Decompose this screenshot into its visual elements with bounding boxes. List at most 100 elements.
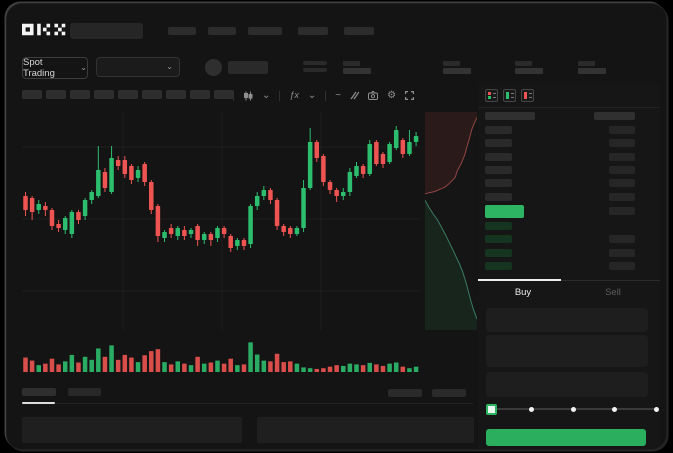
- nav-item-skeleton[interactable]: [248, 27, 282, 35]
- chevron-down-icon[interactable]: ⌄: [262, 89, 271, 101]
- bid-price-skeleton[interactable]: [485, 262, 512, 271]
- ask-price-skeleton[interactable]: [485, 192, 512, 201]
- book-header-amount-skeleton: [594, 112, 635, 120]
- price-line-skeleton: [303, 68, 327, 72]
- tab-buy[interactable]: Buy: [514, 287, 532, 298]
- ask-price-skeleton[interactable]: [485, 165, 512, 174]
- timeframe-skeleton[interactable]: [214, 90, 234, 99]
- camera-snapshot-icon[interactable]: [368, 91, 379, 100]
- book-amount-skeleton: [609, 207, 635, 215]
- stat-value-skeleton: [515, 68, 543, 74]
- bid-price-skeleton[interactable]: [485, 222, 512, 230]
- volume-bars: [23, 342, 419, 372]
- book-header-price-skeleton: [485, 112, 535, 120]
- bottom-tab-history[interactable]: [68, 388, 101, 396]
- bottom-tabs-divider: [22, 403, 473, 404]
- bottom-tab-orders[interactable]: [22, 388, 56, 396]
- ask-amount-skeleton: [609, 192, 635, 201]
- timeframe-skeleton[interactable]: [190, 90, 210, 99]
- amount-slider[interactable]: [485, 403, 659, 415]
- market-type-selector[interactable]: Spot Trading ⌄: [22, 57, 88, 79]
- chevron-down-icon[interactable]: ⌄: [307, 89, 317, 101]
- timeframe-skeleton[interactable]: [46, 90, 66, 99]
- ask-amount-skeleton: [609, 165, 635, 174]
- total-input-skeleton[interactable]: [486, 372, 648, 397]
- stat-label-skeleton: [515, 61, 532, 66]
- timeframe-skeleton[interactable]: [94, 90, 114, 99]
- timeframe-skeleton[interactable]: [70, 90, 90, 99]
- depth-profile: [425, 112, 477, 330]
- pair-name-skeleton: [228, 61, 268, 74]
- divider: [233, 90, 234, 101]
- slider-stop-dot[interactable]: [529, 406, 534, 412]
- slider-handle[interactable]: [485, 404, 497, 415]
- stat-value-skeleton: [343, 68, 371, 74]
- active-tab-underline: [22, 402, 55, 404]
- side-tabs-divider: [478, 280, 660, 281]
- ask-amount-skeleton: [609, 139, 635, 148]
- search-input[interactable]: [70, 23, 143, 39]
- nav-item-skeleton[interactable]: [298, 27, 328, 35]
- timeframe-skeleton[interactable]: [118, 90, 138, 99]
- stat-value-skeleton: [443, 68, 471, 74]
- bottom-filter-skeleton[interactable]: [388, 389, 422, 397]
- book-combined-view-icon[interactable]: [485, 89, 498, 102]
- timeframe-skeleton[interactable]: [142, 90, 162, 99]
- orders-panel-skeleton: [257, 417, 474, 443]
- fullscreen-icon[interactable]: [405, 91, 415, 100]
- line-tool-icon[interactable]: ~: [335, 89, 342, 101]
- active-side-underline: [478, 279, 561, 281]
- candlestick-chart[interactable]: [22, 112, 420, 330]
- device-frame: Spot Trading ⌄ ⌄ ⌄ ƒx ⌄ ~: [6, 3, 667, 450]
- ask-amount-skeleton: [609, 152, 635, 161]
- chevron-down-icon: ⌄: [166, 62, 173, 71]
- price-input-skeleton[interactable]: [486, 308, 648, 332]
- ask-price-skeleton[interactable]: [485, 139, 512, 148]
- order-book-view-toggles: [485, 89, 534, 102]
- stat-label-skeleton: [443, 61, 460, 66]
- book-sell-view-icon[interactable]: [521, 89, 534, 102]
- orders-panel-skeleton: [22, 417, 242, 443]
- nav-item-skeleton[interactable]: [168, 27, 196, 35]
- settings-gear-icon[interactable]: ⚙: [387, 89, 397, 101]
- drawing-tools-icon[interactable]: [350, 91, 360, 100]
- pair-avatar: [205, 59, 222, 76]
- last-price-highlight[interactable]: [485, 205, 524, 218]
- nav-item-skeleton[interactable]: [208, 27, 236, 35]
- bid-amount-skeleton: [609, 248, 635, 257]
- order-book-divider: [478, 107, 660, 108]
- stat-value-skeleton: [578, 68, 606, 74]
- nav-item-skeleton[interactable]: [344, 27, 374, 35]
- stat-label-skeleton: [343, 61, 360, 66]
- market-type-label: Spot Trading: [23, 57, 55, 79]
- divider: [279, 90, 281, 101]
- chevron-down-icon: ⌄: [80, 63, 87, 72]
- slider-stop-dot[interactable]: [570, 406, 576, 412]
- amount-input-skeleton[interactable]: [486, 335, 648, 367]
- stat-label-skeleton: [578, 61, 595, 66]
- book-buy-view-icon[interactable]: [503, 89, 516, 102]
- ask-amount-skeleton: [609, 179, 635, 188]
- bid-price-skeleton[interactable]: [485, 235, 512, 244]
- bid-price-skeleton[interactable]: [485, 248, 512, 257]
- bid-amount-skeleton: [609, 262, 635, 271]
- indicator-fx-icon[interactable]: ƒx: [289, 90, 299, 100]
- order-book-panel: Buy Sell: [478, 85, 660, 449]
- bottom-filter-skeleton[interactable]: [432, 389, 466, 397]
- okx-logo[interactable]: [22, 23, 66, 36]
- candlestick-chart-type-icon[interactable]: [243, 91, 253, 101]
- pair-selector[interactable]: ⌄: [96, 57, 180, 77]
- price-line-skeleton: [303, 61, 327, 65]
- timeframe-skeleton[interactable]: [166, 90, 186, 99]
- slider-stop-dot[interactable]: [653, 406, 659, 412]
- ask-price-skeleton[interactable]: [485, 152, 512, 161]
- bid-amount-skeleton: [609, 235, 635, 244]
- ask-price-skeleton[interactable]: [485, 126, 512, 134]
- tab-sell[interactable]: Sell: [605, 287, 621, 298]
- slider-stop-dot[interactable]: [612, 406, 617, 412]
- buy-button[interactable]: [486, 429, 646, 446]
- divider: [325, 90, 327, 101]
- ask-price-skeleton[interactable]: [485, 179, 512, 188]
- timeframe-skeleton[interactable]: [22, 90, 42, 99]
- ask-amount-skeleton: [609, 126, 635, 134]
